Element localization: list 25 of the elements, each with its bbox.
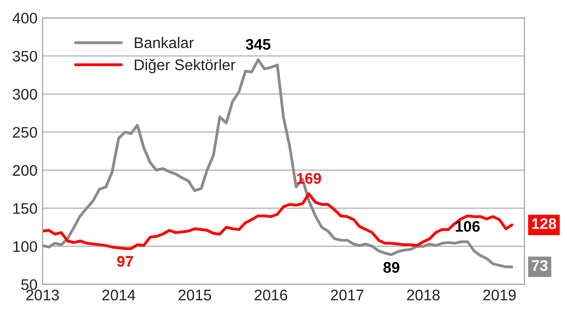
- legend-label: Diğer Sektörler: [134, 58, 236, 74]
- y-tick-label: 250: [12, 126, 38, 138]
- x-tick-label: 2018: [407, 290, 440, 300]
- x-tick-label: 2017: [330, 290, 364, 300]
- y-tick-label: 400: [12, 12, 38, 24]
- data-label: 345: [246, 38, 270, 50]
- data-label: 97: [117, 256, 133, 267]
- line-series: [42, 192, 514, 250]
- data-label: 169: [297, 172, 322, 184]
- data-label: 73: [532, 260, 548, 271]
- y-tick-label: 300: [12, 88, 38, 100]
- data-label: 89: [383, 262, 400, 273]
- x-tick-label: 2013: [26, 290, 59, 300]
- legend-label: Bankalar: [134, 36, 194, 48]
- data-label: 128: [532, 218, 556, 230]
- data-label: 106: [456, 220, 480, 232]
- y-tick-label: 150: [13, 203, 38, 214]
- x-tick-label: 2019: [483, 290, 516, 300]
- x-tick-label: 2014: [102, 290, 136, 300]
- y-tick-label: 200: [12, 165, 38, 176]
- y-tick-label: 350: [12, 50, 38, 62]
- y-tick-label: 100: [13, 241, 38, 252]
- x-tick-label: 2015: [178, 290, 212, 300]
- x-tick-label: 2016: [254, 290, 288, 300]
- y-tick-label: 50: [21, 279, 38, 290]
